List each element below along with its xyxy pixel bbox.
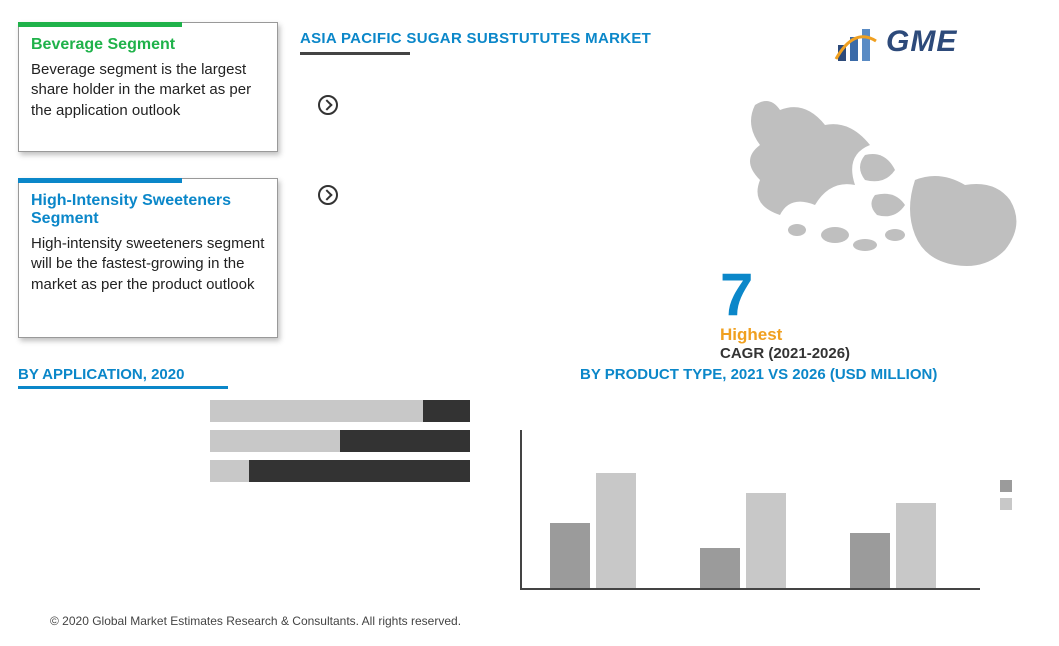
gme-logo: GME (834, 12, 1024, 72)
card-accent (18, 22, 182, 27)
asia-pacific-map-icon (735, 85, 1035, 285)
chart-y-axis (520, 430, 522, 590)
section-application-title: BY APPLICATION, 2020 (18, 366, 184, 383)
cagr-period: CAGR (2021-2026) (720, 345, 850, 362)
bar-remainder (340, 430, 470, 452)
legend-swatch-icon (1000, 480, 1012, 492)
application-bar-row (210, 400, 470, 422)
application-bar-row (210, 460, 470, 482)
chart-bar-group (850, 428, 950, 588)
copyright: © 2020 Global Market Estimates Research … (50, 614, 461, 628)
bar-fill (210, 460, 249, 482)
cagr-label: Highest CAGR (2021-2026) (720, 325, 850, 363)
legend-item (1000, 480, 1012, 492)
card-title: High-Intensity Sweeteners Segment (31, 192, 265, 228)
bar-remainder (249, 460, 470, 482)
card-sweeteners: High-Intensity Sweeteners Segment High-i… (18, 178, 278, 338)
chart-bar (596, 473, 636, 588)
bar-fill (210, 400, 423, 422)
logo-text: GME (886, 25, 957, 59)
bullet-row-2 (318, 185, 338, 205)
bullet-row-1 (318, 95, 338, 115)
market-title: ASIA PACIFIC SUGAR SUBSTUTUTES MARKET (300, 30, 651, 47)
card-body: High-intensity sweeteners segment will b… (31, 234, 265, 295)
chart-bar (850, 533, 890, 588)
chart-bar-group (550, 428, 650, 588)
legend-item (1000, 498, 1012, 510)
cagr-big-number: 7 (720, 260, 753, 329)
chart-bar-group (700, 428, 800, 588)
section-application-underline (18, 386, 228, 389)
logo-mark-icon (834, 19, 880, 65)
product-chart-legend (1000, 480, 1012, 516)
chevron-right-icon (318, 185, 338, 205)
chart-bar (700, 548, 740, 588)
chart-x-axis (520, 588, 980, 590)
chart-bar (746, 493, 786, 588)
bar-fill (210, 430, 340, 452)
cagr-highest: Highest (720, 325, 850, 345)
card-title: Beverage Segment (31, 36, 265, 54)
card-body: Beverage segment is the largest share ho… (31, 60, 265, 121)
legend-swatch-icon (1000, 498, 1012, 510)
section-product-title: BY PRODUCT TYPE, 2021 VS 2026 (USD MILLI… (580, 366, 937, 383)
chart-bar (550, 523, 590, 588)
chart-bar (896, 503, 936, 588)
bar-remainder (423, 400, 470, 422)
product-grouped-bar-chart (520, 430, 980, 590)
chevron-right-icon (318, 95, 338, 115)
card-beverage: Beverage Segment Beverage segment is the… (18, 22, 278, 152)
market-title-underline (300, 52, 410, 55)
card-accent (18, 178, 182, 183)
application-bar-row (210, 430, 470, 452)
